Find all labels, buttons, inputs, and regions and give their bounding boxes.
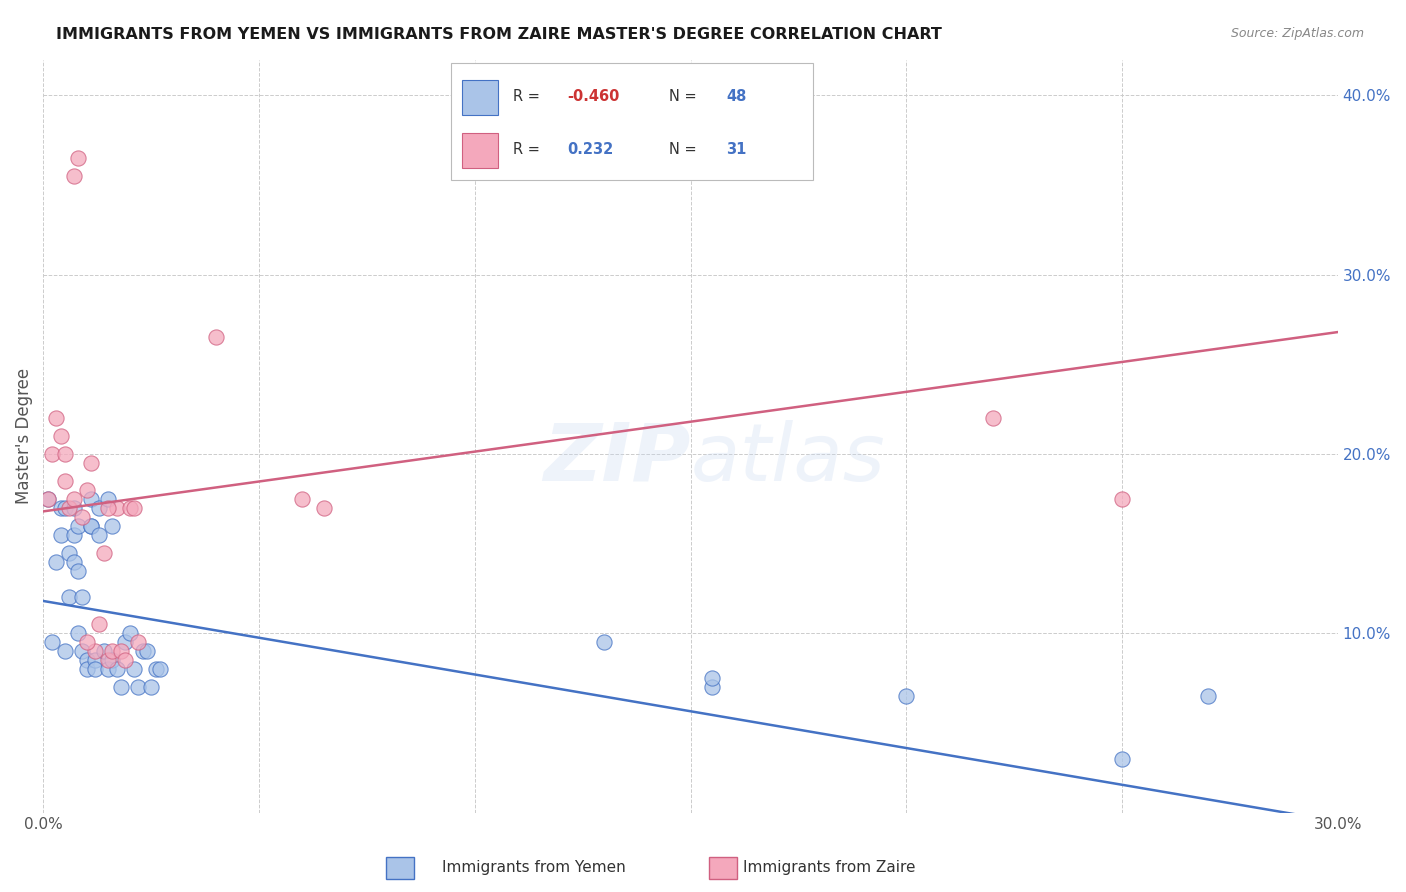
Point <box>37 491 59 506</box>
Point <box>93 546 115 560</box>
Point <box>127 680 149 694</box>
Point <box>205 330 228 344</box>
Point <box>49 429 72 443</box>
Point <box>97 500 120 515</box>
Point <box>62 491 84 506</box>
Point <box>101 653 124 667</box>
Point <box>66 151 89 165</box>
Point <box>105 662 128 676</box>
Point <box>110 680 132 694</box>
Point <box>93 644 115 658</box>
Point <box>149 662 172 676</box>
Point <box>896 689 918 703</box>
Point <box>101 644 124 658</box>
Point <box>84 644 107 658</box>
Point <box>53 447 76 461</box>
Point <box>66 626 89 640</box>
Point <box>41 635 63 649</box>
Text: Immigrants from Zaire: Immigrants from Zaire <box>744 860 915 874</box>
Point <box>89 527 111 541</box>
Point <box>145 662 167 676</box>
Point <box>700 680 723 694</box>
Point <box>53 474 76 488</box>
Point <box>1111 491 1133 506</box>
Point <box>84 653 107 667</box>
Point <box>70 644 93 658</box>
Point <box>41 447 63 461</box>
Point <box>97 662 120 676</box>
Point <box>53 500 76 515</box>
Point <box>101 518 124 533</box>
Point <box>80 518 103 533</box>
Point <box>76 635 98 649</box>
Text: Immigrants from Yemen: Immigrants from Yemen <box>443 860 626 874</box>
Point <box>80 491 103 506</box>
Point <box>58 546 80 560</box>
Text: Source: ZipAtlas.com: Source: ZipAtlas.com <box>1230 27 1364 40</box>
Point <box>118 500 141 515</box>
Point <box>312 500 335 515</box>
Point <box>700 671 723 685</box>
Y-axis label: Master's Degree: Master's Degree <box>15 368 32 504</box>
Point <box>76 662 98 676</box>
Point <box>118 626 141 640</box>
Point <box>122 662 145 676</box>
Point <box>53 644 76 658</box>
Point <box>70 591 93 605</box>
Point <box>981 411 1004 425</box>
Point <box>114 653 136 667</box>
Point <box>80 456 103 470</box>
Point <box>110 644 132 658</box>
Point <box>1111 752 1133 766</box>
Point <box>45 555 67 569</box>
Point <box>58 591 80 605</box>
Point <box>37 491 59 506</box>
Point <box>49 500 72 515</box>
Point <box>58 500 80 515</box>
Bar <box>710 857 738 879</box>
Point <box>49 527 72 541</box>
Text: atlas: atlas <box>690 419 886 498</box>
Point <box>1197 689 1219 703</box>
Point <box>89 617 111 632</box>
Point <box>131 644 153 658</box>
Point <box>66 518 89 533</box>
Text: ZIP: ZIP <box>543 419 690 498</box>
Bar <box>385 857 415 879</box>
Point <box>97 491 120 506</box>
Point <box>122 500 145 515</box>
Point <box>114 635 136 649</box>
Point <box>97 653 120 667</box>
Point <box>89 500 111 515</box>
Point <box>62 169 84 183</box>
Point <box>76 483 98 497</box>
Point <box>45 411 67 425</box>
Point <box>593 635 616 649</box>
Point <box>84 662 107 676</box>
Point <box>76 653 98 667</box>
Point <box>136 644 159 658</box>
Text: IMMIGRANTS FROM YEMEN VS IMMIGRANTS FROM ZAIRE MASTER'S DEGREE CORRELATION CHART: IMMIGRANTS FROM YEMEN VS IMMIGRANTS FROM… <box>56 27 942 42</box>
Point <box>62 527 84 541</box>
Point <box>70 509 93 524</box>
Point <box>62 500 84 515</box>
Point <box>291 491 314 506</box>
Point <box>141 680 163 694</box>
Point <box>62 555 84 569</box>
Point <box>127 635 149 649</box>
Point <box>105 500 128 515</box>
Point <box>80 518 103 533</box>
Point <box>66 564 89 578</box>
